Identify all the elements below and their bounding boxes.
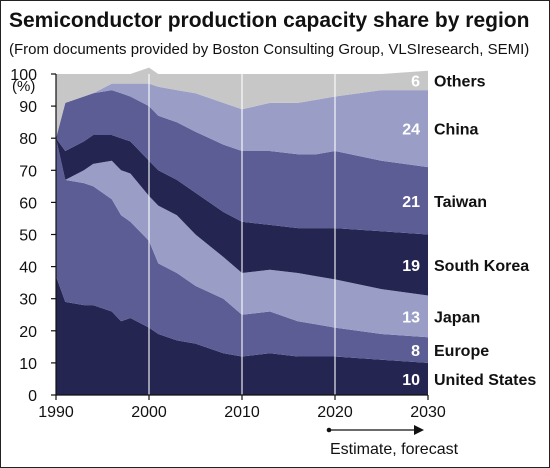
value-label-europe: 8 <box>411 343 420 360</box>
y-tick-label-60: 60 <box>19 195 37 212</box>
series-name-others: Others <box>434 73 486 90</box>
y-tick-label-90: 90 <box>19 99 37 116</box>
series-labels: 10 United States 8 Europe 13 Japan 19 South Kor… <box>402 73 536 389</box>
forecast-arrow-head-icon <box>414 425 424 435</box>
series-name-china: China <box>434 122 479 139</box>
y-tick-label-20: 20 <box>19 324 37 341</box>
y-axis-unit-label: (%) <box>12 78 35 95</box>
series-name-japan: Japan <box>434 309 480 326</box>
value-label-others: 6 <box>411 73 420 90</box>
series-name-united-states: United States <box>434 372 536 389</box>
gridlines <box>148 74 336 395</box>
series-name-south-korea: South Korea <box>434 258 529 275</box>
forecast-arrow-start <box>326 427 332 433</box>
series-name-europe: Europe <box>434 343 489 360</box>
y-tick-label-70: 70 <box>19 163 37 180</box>
x-tick-label-2030: 2030 <box>410 404 446 421</box>
value-label-china: 24 <box>402 122 420 139</box>
y-tick-label-30: 30 <box>19 292 37 309</box>
forecast-annotation: Estimate, forecast <box>330 441 459 458</box>
series-name-taiwan: Taiwan <box>434 194 487 211</box>
x-tick-label-2000: 2000 <box>131 404 167 421</box>
value-label-japan: 13 <box>402 309 420 326</box>
y-tick-label-0: 0 <box>28 388 37 405</box>
value-label-united-states: 10 <box>402 372 420 389</box>
value-label-taiwan: 21 <box>402 194 420 211</box>
chart-subtitle: (From documents provided by Boston Consu… <box>9 41 530 58</box>
value-label-south-korea: 19 <box>402 258 420 275</box>
y-tick-label-10: 10 <box>19 356 37 373</box>
x-tick-label-1990: 1990 <box>38 404 74 421</box>
y-tick-label-80: 80 <box>19 131 37 148</box>
x-tick-label-2010: 2010 <box>224 404 260 421</box>
x-tick-label-2020: 2020 <box>317 404 353 421</box>
chart-title: Semiconductor production capacity share … <box>9 9 530 32</box>
y-tick-label-100: 100 <box>10 67 37 84</box>
y-tick-label-50: 50 <box>19 228 37 245</box>
y-tick-label-40: 40 <box>19 260 37 277</box>
